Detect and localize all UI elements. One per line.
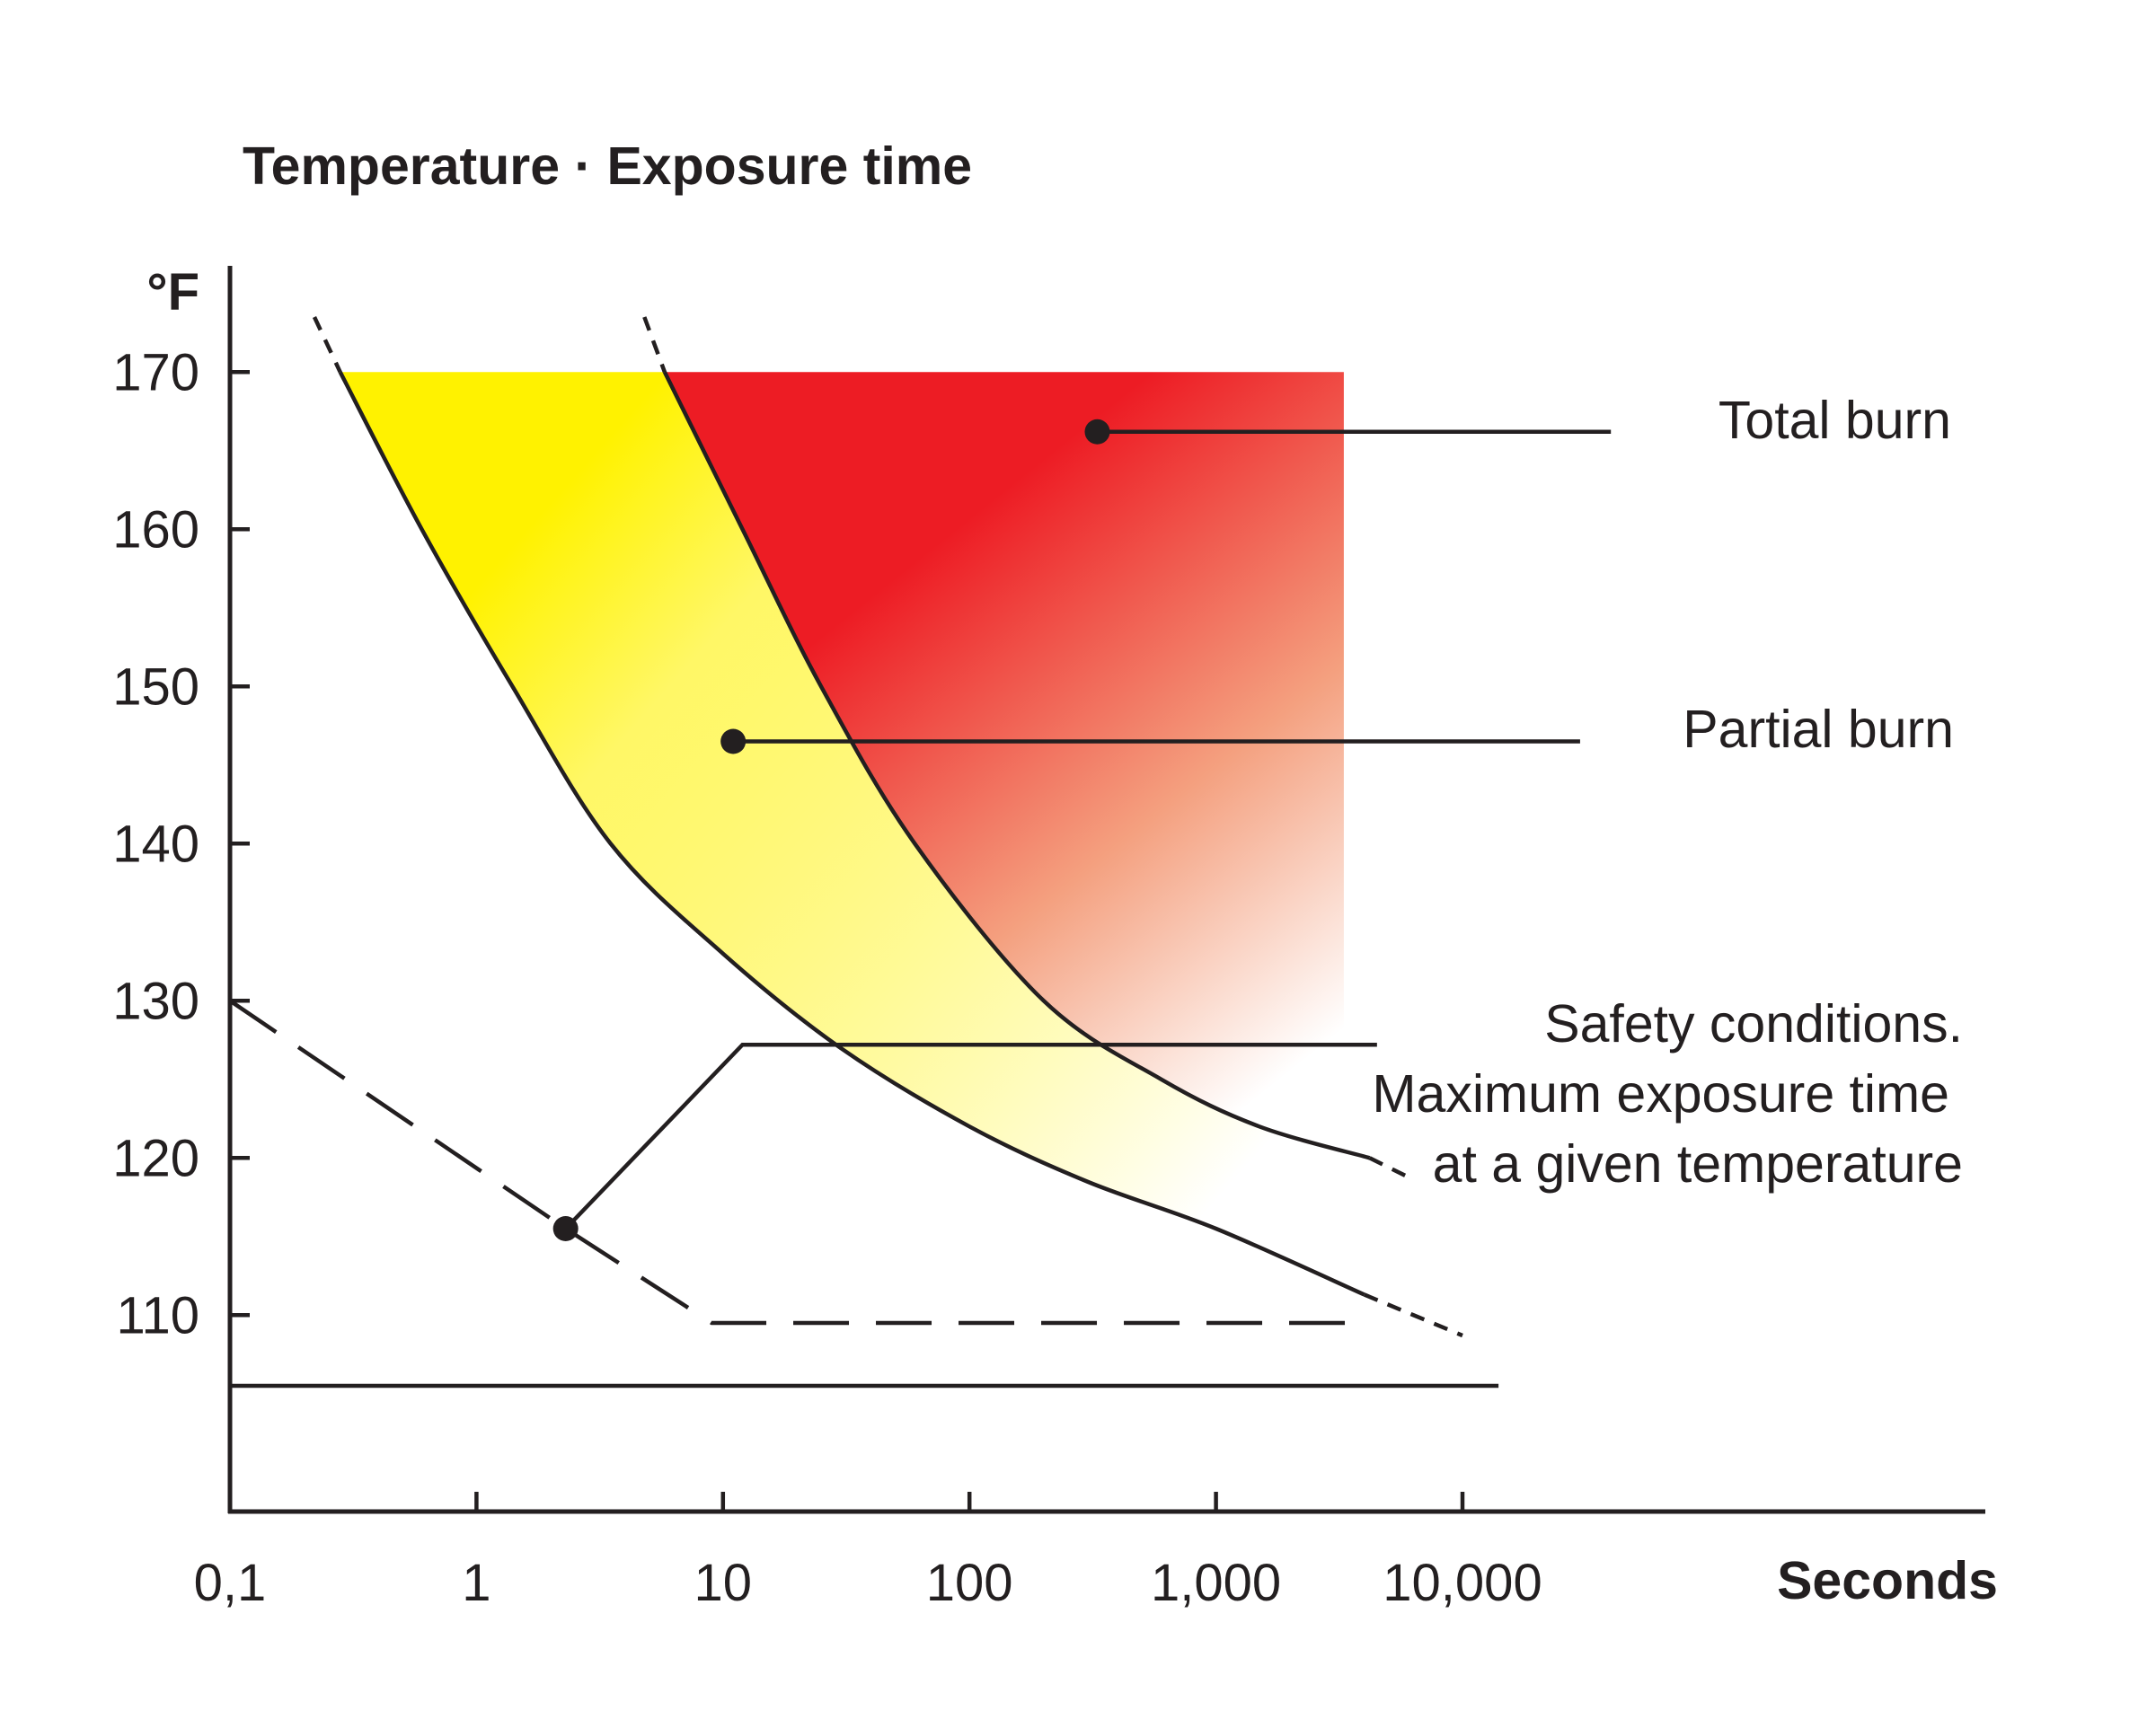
series-lines bbox=[228, 316, 1499, 1389]
labels: Temperature · Exposure time °F Seconds T… bbox=[146, 137, 1998, 1610]
x-tick-label: 1,000 bbox=[1151, 1554, 1281, 1612]
y-tick-label: 170 bbox=[112, 343, 199, 401]
total-burn-region bbox=[664, 372, 1370, 1159]
partial-burn-region bbox=[340, 372, 1409, 1316]
total-burn-curve bbox=[662, 371, 1371, 1160]
x-axis-label: Seconds bbox=[1777, 1551, 1998, 1610]
safety-label-line-2: Maximum exposure time bbox=[1372, 1064, 1949, 1124]
x-tick-label: 0,1 bbox=[194, 1554, 267, 1612]
burn-regions bbox=[340, 372, 1409, 1316]
y-axis-unit-label: °F bbox=[146, 263, 199, 322]
partial-burn-curve-dashed-start bbox=[312, 316, 342, 374]
x-tick-label: 10 bbox=[694, 1554, 753, 1612]
y-tick-label: 130 bbox=[112, 972, 199, 1030]
y-tick-label: 150 bbox=[112, 657, 199, 716]
partial-marker-dot bbox=[720, 728, 747, 754]
partial-burn-label: Partial burn bbox=[1683, 700, 1954, 759]
y-tick-label: 120 bbox=[112, 1129, 199, 1187]
y-tick-label: 140 bbox=[112, 815, 199, 873]
x-tick-label: 1 bbox=[462, 1554, 490, 1612]
safety-marker-dot bbox=[552, 1216, 579, 1241]
y-tick-label: 160 bbox=[112, 500, 199, 559]
total-burn-curve-dashed-start bbox=[642, 316, 667, 374]
x-tick-label: 10,000 bbox=[1383, 1554, 1542, 1612]
x-tick-label: 100 bbox=[926, 1554, 1013, 1612]
safety-label-line-1: Safety conditions. bbox=[1544, 994, 1963, 1054]
total-marker-dot bbox=[1084, 419, 1110, 445]
safety-label-line-3: at a given temperature bbox=[1433, 1134, 1963, 1194]
safety-leader-line bbox=[564, 1043, 1377, 1230]
annotations bbox=[552, 419, 1612, 1241]
partial-burn-curve-dashed-end bbox=[1363, 1292, 1463, 1338]
y-tick-label: 110 bbox=[117, 1286, 199, 1344]
total-burn-label: Total burn bbox=[1719, 391, 1951, 450]
chart-title: Temperature · Exposure time bbox=[243, 137, 972, 196]
total-burn-curve-dashed-end bbox=[1368, 1156, 1409, 1179]
safety-limit-line bbox=[228, 999, 1365, 1326]
partial-burn-curve bbox=[338, 371, 1365, 1297]
